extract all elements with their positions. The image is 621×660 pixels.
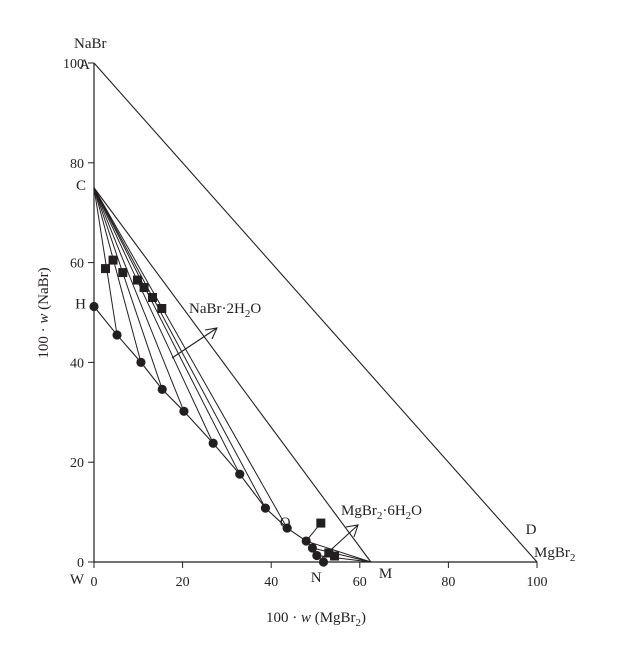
x-tick-label: 60 [353, 575, 367, 590]
wet-residue-point [157, 304, 167, 314]
liquid-point [136, 357, 146, 367]
data-marks [89, 255, 340, 567]
wet-residue-point [132, 275, 142, 285]
wet-residue-point [330, 551, 340, 561]
liquid-point [312, 550, 322, 561]
y-tick-label: 40 [70, 356, 84, 371]
x-tick-label: 100 [527, 575, 548, 590]
tie-line-c [93, 187, 118, 336]
right-corner-label: MgBr2 [534, 545, 575, 564]
axes: 0 20 40 60 80 100 0 20 40 60 80 100 [63, 57, 548, 590]
arrow-mgbr-hexahydrate [321, 524, 359, 559]
tie-line-c [93, 187, 266, 509]
tie-line-c [93, 187, 214, 444]
wet-residue-point [139, 283, 149, 293]
liquid-point [307, 543, 317, 553]
compound-label-nabr-dihydrate: NaBr·2H2O [189, 301, 261, 320]
liquid-point [112, 330, 122, 340]
wet-residue-point [316, 518, 326, 528]
liquid-point [208, 438, 218, 448]
liquid-point [89, 301, 99, 312]
tie-line-c [93, 187, 288, 529]
point-label-h: H [75, 297, 86, 313]
point-label-a: A [79, 57, 90, 73]
arrow-nabr-dihydrate [171, 327, 218, 359]
wet-residue-point [147, 293, 157, 303]
wet-residue-point [101, 264, 111, 274]
point-label-w: W [70, 572, 85, 588]
y-tick-label: 20 [70, 456, 84, 471]
y-tick-label: 60 [70, 257, 84, 272]
point-label-n: N [311, 570, 322, 586]
point-label-d: D [526, 522, 537, 538]
point-label-q: Q [280, 515, 291, 531]
liquid-point [318, 557, 329, 567]
liquid-point [260, 503, 271, 513]
wet-residue-point [108, 255, 118, 265]
point-label-c: C [76, 178, 86, 194]
y-tick-label: 0 [77, 556, 84, 571]
wet-residue-point [118, 268, 128, 278]
liquid-point [179, 406, 189, 416]
hypotenuse-line [93, 62, 538, 563]
compound-label-mgbr-hexahydrate: MgBr2·6H2O [341, 503, 422, 522]
point-labels: A C H W Q N M D [70, 57, 537, 588]
liquid-point [282, 523, 292, 533]
y-tick-label: 80 [70, 157, 84, 172]
top-axis-label: NaBr [74, 36, 107, 52]
tie-line-c [93, 187, 241, 475]
x-tick-label: 0 [91, 575, 98, 590]
c-m-line [93, 187, 372, 563]
x-tick-label: 40 [264, 575, 278, 590]
tie-line-c [93, 187, 163, 390]
y-tick-label: 100 [63, 57, 84, 72]
y-axis-title: 100 · w (NaBr) [36, 267, 52, 358]
tie-line-c [93, 187, 142, 363]
tie-line-c [93, 187, 185, 412]
liquid-point [157, 384, 167, 394]
x-axis-title: 100 · w (MgBr2) [266, 610, 366, 629]
point-label-m: M [379, 566, 392, 582]
liquid-point [301, 536, 311, 546]
wet-residue-point [324, 548, 334, 558]
tie-line-m [312, 547, 371, 563]
x-tick-label: 20 [176, 575, 190, 590]
x-tick-label: 80 [441, 575, 455, 590]
liquid-point [235, 469, 245, 479]
